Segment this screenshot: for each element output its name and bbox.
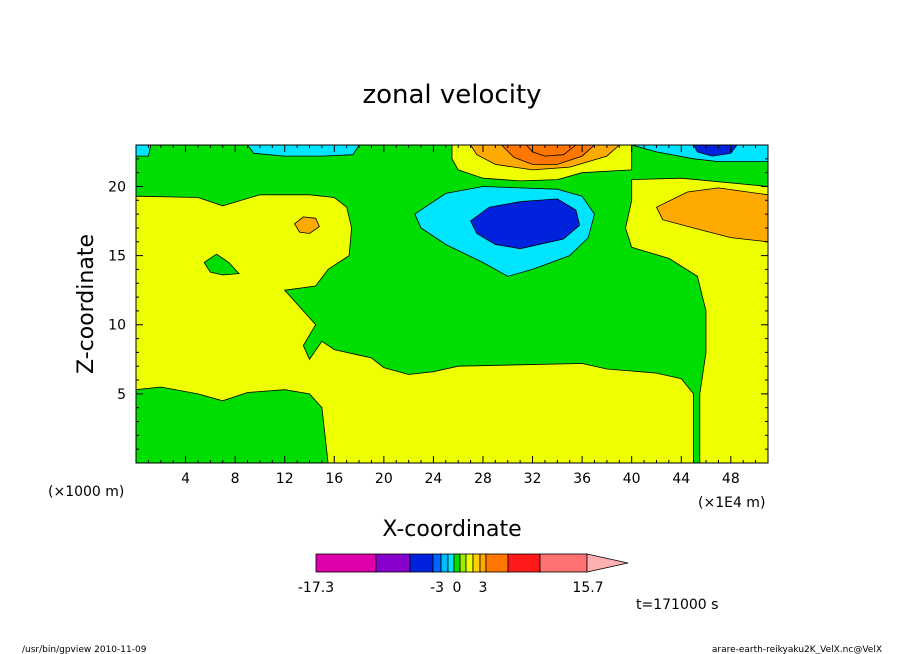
colorbar-mid-label: 0 [453,580,462,596]
contour-region-green [203,253,240,276]
x-tick-label: 40 [623,471,641,487]
contour-region-cyan [247,145,360,157]
x-tick-label: 16 [325,471,343,487]
x-tick-label: 36 [573,471,591,487]
colorbar-segment [375,553,411,573]
colorbar-mid-label: -3 [430,580,444,596]
colorbar-min-label: -17.3 [298,580,334,596]
contour-region-yellow [625,177,768,463]
colorbar-max-label: 15.7 [572,580,603,596]
colorbar-segment [472,553,481,573]
x-tick-label: 48 [722,471,740,487]
colorbar-mid-labels: -3 0 3 [430,580,487,596]
x-tick-label: 28 [474,471,492,487]
plot-frame [135,144,769,464]
contour-region-cyan [136,145,152,157]
colorbar [315,553,629,573]
x-tick-label: 12 [276,471,294,487]
footer-right: arare-earth-reikyaku2K_VelX.nc@VelX [712,645,882,654]
colorbar-segment [440,553,449,573]
x-tick-label: 32 [524,471,542,487]
colorbar-segment [447,553,455,573]
colorbar-segment [409,553,434,573]
colorbar-segment [465,553,474,573]
colorbar-mid-label: 3 [479,580,488,596]
y-tick-label: 10 [108,318,126,334]
colorbar-segment [507,553,541,573]
x-axis: 4 8 12 16 20 24 28 32 36 40 44 48 [147,145,769,487]
x-tick-label: 20 [375,471,393,487]
colorbar-segment [459,553,467,573]
x-tick-label: 8 [231,471,240,487]
contour-region-blue [470,198,581,250]
colorbar-segment [315,553,377,573]
colorbar-arrow [586,553,629,573]
x-tick-label: 4 [181,471,190,487]
y-tick-label: 5 [117,387,126,403]
y-tick-label: 20 [108,179,126,195]
x-tick-label: 44 [672,471,690,487]
contour-region-yellow [136,194,694,463]
y-axis-label: Z-coordinate [74,234,99,374]
colorbar-segment [432,553,442,573]
y-axis: 5 10 15 20 [108,144,768,450]
x-multiplier-label: (×1E4 m) [698,495,765,511]
colorbar-segment [485,553,509,573]
colorbar-segment [539,553,588,573]
chart-title: zonal velocity [362,80,541,110]
contour-region-blue [693,145,738,157]
x-tick-label: 24 [424,471,442,487]
contour-region-orange [655,187,768,243]
contour-region-darkorange [525,145,577,157]
colorbar-segment [453,553,461,573]
footer-left: /usr/bin/gpview 2010-11-09 [22,645,147,654]
time-label: t=171000 s [636,597,718,613]
y-tick-label: 15 [108,249,126,265]
plot-area [136,145,768,463]
contour-region-orange [294,216,320,234]
x-unit-label: (×1000 m) [48,484,124,500]
x-axis-label: X-coordinate [382,517,521,542]
colorbar-segment [479,553,487,573]
